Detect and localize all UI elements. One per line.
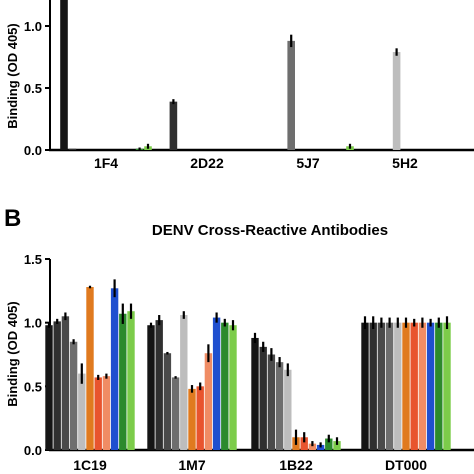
panel-b-ylabel: Binding (OD 405) <box>5 301 20 406</box>
bar <box>333 441 341 450</box>
bar <box>155 320 163 450</box>
panel-b-letter: B <box>4 205 21 232</box>
bar <box>284 369 292 450</box>
bar <box>196 386 204 450</box>
x-category-label: 2D22 <box>190 155 224 171</box>
panel-a-ylabel: Binding (OD 405) <box>5 23 20 128</box>
panel-b-bars <box>45 279 451 450</box>
bar <box>127 311 135 450</box>
x-category-label: 1F4 <box>94 155 118 171</box>
y-tick-label: 0.0 <box>24 443 42 458</box>
bar <box>377 322 386 450</box>
bar <box>94 377 102 450</box>
y-tick-label: 1.0 <box>24 316 42 331</box>
panel-a-chart: Binding (OD 405) 0.0 0.5 1.0 1F4 2D22 5J7 5H2 <box>5 0 474 171</box>
bar <box>61 316 70 450</box>
bar <box>259 346 267 450</box>
bar <box>212 317 221 450</box>
bar <box>308 443 317 450</box>
bar <box>119 313 127 450</box>
bar <box>392 52 401 150</box>
bar <box>369 322 377 450</box>
bar <box>68 148 77 150</box>
bar <box>102 376 111 450</box>
panel-a-x-labels: 1F4 2D22 5J7 5H2 <box>94 155 418 171</box>
bar <box>361 322 369 450</box>
bar <box>426 322 435 450</box>
bar <box>69 341 78 450</box>
bar <box>169 101 178 150</box>
panel-a-y-ticks: 0.0 0.5 1.0 <box>24 19 50 158</box>
y-tick-label: 1.0 <box>24 19 42 34</box>
y-tick-label: 0.5 <box>24 379 42 394</box>
bar <box>60 0 68 150</box>
bar <box>86 287 94 450</box>
bar <box>171 377 180 450</box>
bar <box>394 322 402 450</box>
bar <box>287 40 295 150</box>
panel-b-chart: B DENV Cross-Reactive Antibodies Binding… <box>4 205 474 473</box>
x-category-label: 5H2 <box>392 155 418 171</box>
bar <box>180 315 188 450</box>
bar <box>267 354 276 450</box>
y-tick-label: 0.5 <box>24 81 42 96</box>
panel-b-x-labels: 1C19 1M7 1B22 DT000 <box>73 457 427 473</box>
panel-b-title: DENV Cross-Reactive Antibodies <box>152 222 388 239</box>
bar <box>402 322 410 450</box>
bar <box>147 325 155 450</box>
x-category-label: DT000 <box>385 457 427 473</box>
bar <box>204 353 213 450</box>
bar <box>300 437 308 450</box>
bar <box>163 353 172 450</box>
x-category-label: 1C19 <box>73 457 107 473</box>
bar <box>385 322 394 450</box>
bar <box>53 321 61 450</box>
bar <box>110 288 119 450</box>
bar <box>221 322 229 450</box>
x-category-label: 1B22 <box>279 457 313 473</box>
bar <box>410 322 418 450</box>
bar <box>443 322 451 450</box>
bar <box>229 325 237 450</box>
bar <box>78 373 86 450</box>
x-category-label: 5J7 <box>296 155 320 171</box>
bar <box>251 337 259 450</box>
panel-a-bars <box>60 0 401 150</box>
bar <box>418 322 427 450</box>
bar <box>325 438 333 450</box>
y-tick-label: 0.0 <box>24 143 42 158</box>
bar <box>275 362 284 450</box>
bar <box>45 325 53 450</box>
y-tick-label: 1.5 <box>24 252 42 267</box>
bar <box>435 322 443 450</box>
panel-b-y-ticks: 0.0 0.5 1.0 1.5 <box>24 252 50 458</box>
x-category-label: 1M7 <box>178 457 205 473</box>
bar <box>188 388 196 450</box>
